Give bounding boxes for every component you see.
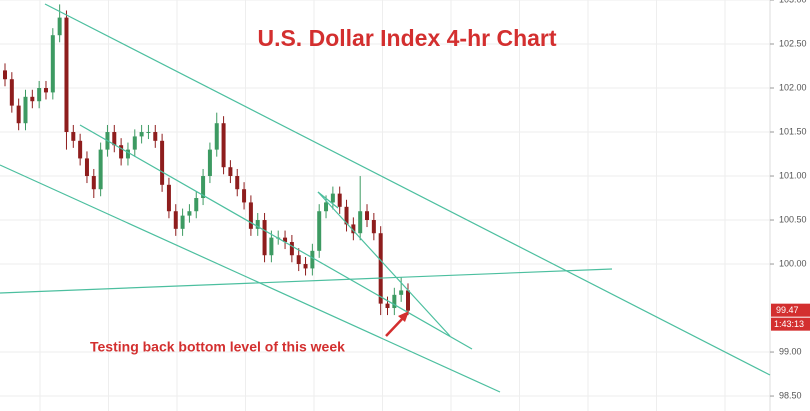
- candle-body: [344, 206, 349, 225]
- candle-body: [57, 17, 62, 36]
- candle-body: [392, 294, 397, 309]
- annotation: Testing back bottom level of this week: [90, 339, 345, 355]
- arrow-head: [398, 311, 409, 322]
- y-tick-label: 100.50: [779, 214, 807, 224]
- candle-body: [406, 290, 410, 311]
- candle-body: [248, 202, 253, 229]
- candle-body: [255, 220, 260, 229]
- candle-body: [23, 96, 28, 124]
- candle-body: [269, 237, 274, 256]
- candle-body: [235, 176, 240, 190]
- trend-lines: [0, 3, 771, 393]
- countdown-label: 1:43:13: [774, 319, 804, 329]
- candle-body: [9, 79, 14, 106]
- y-tick-label: 102.50: [779, 38, 807, 48]
- trend-line: [44, 3, 771, 376]
- trend-line: [79, 124, 473, 350]
- trend-line: [0, 164, 501, 393]
- annotation-arrow: [385, 311, 409, 337]
- chart-title: U.S. Dollar Index 4-hr Chart: [257, 25, 556, 51]
- candle-body: [303, 264, 308, 269]
- candle-body: [146, 132, 151, 134]
- candle-body: [371, 220, 376, 234]
- candle-body: [221, 123, 226, 168]
- candle-body: [125, 149, 130, 159]
- candle-body: [50, 35, 55, 93]
- y-tick-label: 102.00: [779, 82, 807, 92]
- candle-body: [153, 132, 158, 141]
- candle-body: [310, 250, 315, 269]
- candle-body: [112, 132, 117, 146]
- candle-body: [317, 211, 322, 251]
- y-tick-label: 100.00: [779, 258, 807, 268]
- trend-line: [317, 191, 339, 209]
- candle-body: [337, 193, 342, 207]
- y-tick-label: 98.50: [779, 390, 802, 400]
- candle-body: [139, 132, 144, 137]
- candle-body: [201, 176, 206, 199]
- candle-body: [84, 158, 89, 177]
- candle-body: [180, 215, 185, 229]
- candle-body: [385, 303, 390, 309]
- candle-body: [16, 105, 21, 124]
- candle-body: [378, 233, 383, 304]
- last-price-label: 99.47: [776, 305, 799, 315]
- candle-body: [64, 17, 69, 133]
- candle-body: [324, 202, 329, 212]
- candle-body: [91, 176, 96, 190]
- candle-body: [214, 123, 219, 150]
- candle-body: [399, 290, 404, 295]
- candle-body: [166, 184, 171, 212]
- trend-line: [317, 191, 451, 337]
- candle-body: [262, 220, 267, 256]
- arrow-shaft: [385, 316, 405, 337]
- plot: [3, 4, 410, 316]
- candle-body: [37, 88, 42, 102]
- candle-body: [242, 189, 247, 203]
- candle-body: [207, 149, 212, 177]
- candle-body: [132, 136, 137, 150]
- candle-body: [173, 211, 178, 229]
- countdown-box: [771, 317, 810, 331]
- candle-body: [187, 211, 192, 216]
- candle-body: [365, 211, 370, 221]
- y-tick-label: 103.00: [779, 0, 807, 4]
- candle-body: [119, 145, 124, 159]
- candle-body: [228, 167, 233, 177]
- candle-body: [30, 96, 35, 102]
- candle-body: [3, 70, 7, 80]
- trend-line: [0, 268, 613, 294]
- last-price-box: [771, 303, 810, 317]
- candle-body: [43, 88, 48, 93]
- y-tick-label: 101.50: [779, 126, 807, 136]
- y-tick-label: 101.00: [779, 170, 807, 180]
- y-tick-label: 99.00: [779, 346, 802, 356]
- candle-body: [160, 140, 165, 185]
- candle-body: [358, 211, 363, 234]
- candle-body: [78, 140, 83, 159]
- candle-body: [283, 237, 288, 243]
- candle-body: [330, 193, 335, 203]
- candle-body: [351, 224, 356, 234]
- candle-body: [289, 242, 294, 256]
- candle-body: [296, 255, 301, 265]
- vertical-grid: [0, 0, 770, 411]
- candle-body: [194, 198, 199, 212]
- candle-body: [98, 149, 103, 190]
- candle-body: [71, 132, 76, 141]
